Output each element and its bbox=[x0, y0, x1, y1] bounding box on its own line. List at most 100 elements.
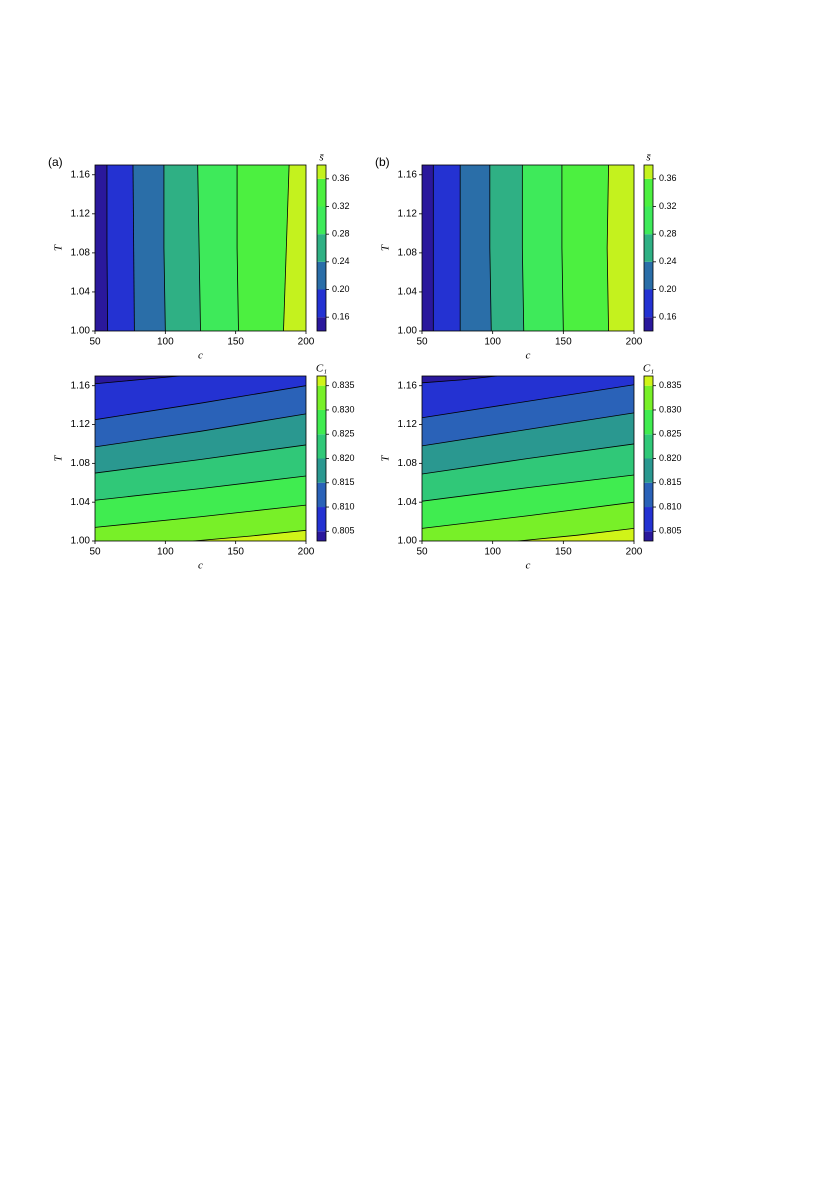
contour-line bbox=[236, 165, 239, 331]
colorbar-tick-label: 0.20 bbox=[659, 284, 677, 294]
colorbar-label: C₁ bbox=[316, 363, 327, 375]
contour-line bbox=[197, 165, 201, 331]
colorbar-band bbox=[644, 261, 653, 290]
colorbar-frame bbox=[316, 164, 327, 332]
colorbar-tick-label: 0.835 bbox=[332, 380, 355, 390]
colorbar-band bbox=[644, 409, 653, 435]
x-tick-label: 100 bbox=[484, 337, 501, 348]
contour-line bbox=[422, 376, 497, 384]
colorbar-band bbox=[644, 165, 653, 179]
contour-line bbox=[193, 529, 306, 541]
colorbar-band bbox=[644, 289, 653, 318]
colorbar-band bbox=[317, 507, 326, 532]
colorbar-band bbox=[644, 376, 653, 386]
colorbar-tick-label: 0.820 bbox=[332, 453, 355, 463]
y-tick-label: 1.04 bbox=[71, 497, 91, 508]
y-tick-label: 1.12 bbox=[71, 419, 91, 430]
colorbar-tick-label: 0.810 bbox=[332, 501, 355, 511]
colorbar-tick-label: 0.830 bbox=[332, 404, 355, 414]
x-tick-label: 150 bbox=[227, 547, 244, 558]
plot-frame bbox=[421, 164, 635, 332]
plot-frame bbox=[94, 164, 307, 332]
contour-line bbox=[422, 384, 634, 419]
colorbar-tick-label: 0.820 bbox=[659, 453, 682, 463]
band bbox=[518, 528, 634, 541]
contour-line bbox=[95, 444, 306, 474]
colorbar-tick-label: 0.28 bbox=[332, 229, 350, 239]
y-tick-label: 1.00 bbox=[398, 536, 418, 547]
colorbar-tick-label: 0.815 bbox=[659, 477, 682, 487]
y-tick-label: 1.04 bbox=[398, 287, 418, 298]
colorbar-band bbox=[317, 376, 326, 386]
x-tick-label: 200 bbox=[298, 337, 315, 348]
plot-area bbox=[95, 165, 306, 331]
x-tick-label: 50 bbox=[416, 337, 428, 348]
contour-line bbox=[95, 413, 306, 448]
y-tick-label: 1.08 bbox=[71, 458, 91, 469]
colorbar-tick-label: 0.24 bbox=[332, 256, 350, 266]
colorbar-tick-label: 0.16 bbox=[332, 312, 350, 322]
colorbar-tick-label: 0.815 bbox=[332, 477, 355, 487]
colorbar-tick-label: 0.825 bbox=[659, 429, 682, 439]
contour-line bbox=[132, 165, 135, 331]
colorbar-label: s̄ bbox=[646, 152, 651, 164]
y-tick-label: 1.08 bbox=[398, 248, 418, 259]
contour-line bbox=[95, 504, 306, 528]
x-axis-label: c bbox=[526, 560, 531, 572]
colorbar-band bbox=[317, 458, 326, 483]
colorbar-band bbox=[317, 289, 326, 318]
contour-line bbox=[422, 474, 634, 502]
colorbar-tick-label: 0.20 bbox=[332, 284, 350, 294]
x-tick-label: 150 bbox=[227, 337, 244, 348]
colorbar-band bbox=[317, 482, 326, 508]
colorbar-band bbox=[317, 317, 326, 331]
band bbox=[422, 502, 634, 541]
colorbar-band bbox=[317, 206, 326, 235]
contour-panel: 50 100 150 200 1.00 1.04 1.08 1.12 1.16 c T 0.805 0.… bbox=[53, 363, 355, 572]
y-axis-label: T bbox=[53, 244, 65, 251]
colorbar-tick-label: 0.36 bbox=[332, 173, 350, 183]
colorbar-tick-label: 0.24 bbox=[659, 256, 677, 266]
colorbar-tick-label: 0.830 bbox=[659, 404, 682, 414]
colorbar-band bbox=[644, 458, 653, 483]
colorbar-band bbox=[644, 482, 653, 508]
colorbar-tick-label: 0.805 bbox=[332, 526, 355, 536]
x-tick-label: 100 bbox=[484, 547, 501, 558]
colorbar-band bbox=[317, 165, 326, 179]
x-axis-label: c bbox=[198, 350, 203, 362]
contour-line bbox=[283, 165, 290, 331]
x-tick-label: 50 bbox=[89, 337, 101, 348]
x-axis-label: c bbox=[198, 560, 203, 572]
x-tick-label: 50 bbox=[89, 547, 101, 558]
contour-line bbox=[95, 475, 306, 501]
colorbar-band bbox=[644, 178, 653, 207]
x-tick-label: 100 bbox=[157, 547, 174, 558]
contour-line bbox=[422, 501, 634, 529]
contour-line bbox=[489, 165, 492, 331]
colorbar-band bbox=[644, 531, 653, 541]
contour-panel: 50 100 150 200 1.00 1.04 1.08 1.12 1.16 c T (b) 0.16… bbox=[375, 152, 677, 362]
colorbar-label: s̄ bbox=[319, 152, 324, 164]
contour-line bbox=[95, 376, 180, 385]
x-axis-label: c bbox=[526, 350, 531, 362]
y-tick-label: 1.08 bbox=[398, 458, 418, 469]
panel-label: (a) bbox=[48, 155, 63, 169]
y-tick-label: 1.00 bbox=[71, 536, 91, 547]
band bbox=[607, 165, 634, 331]
contour-panel: 50 100 150 200 1.00 1.04 1.08 1.12 1.16 c T (a) 0.16… bbox=[48, 152, 350, 362]
colorbar-band bbox=[644, 507, 653, 532]
contour-line bbox=[163, 165, 166, 331]
panel-label: (b) bbox=[375, 155, 390, 169]
colorbar-band bbox=[644, 385, 653, 410]
x-tick-label: 200 bbox=[626, 547, 643, 558]
x-tick-label: 150 bbox=[555, 337, 572, 348]
y-tick-label: 1.16 bbox=[398, 380, 418, 391]
contour-line bbox=[561, 165, 564, 331]
colorbar-band bbox=[317, 409, 326, 435]
colorbar-tick-label: 0.835 bbox=[659, 380, 682, 390]
y-tick-label: 1.16 bbox=[398, 169, 418, 180]
y-tick-label: 1.00 bbox=[398, 326, 418, 337]
colorbar-tick-label: 0.36 bbox=[659, 173, 677, 183]
x-tick-label: 200 bbox=[298, 547, 315, 558]
contour-line bbox=[518, 527, 634, 541]
